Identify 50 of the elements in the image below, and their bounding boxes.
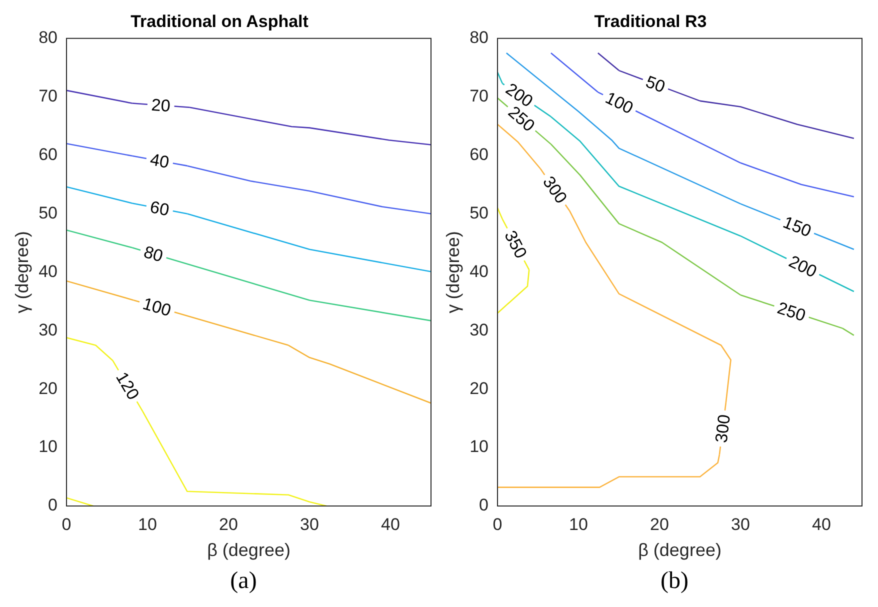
x-axis-title: β (degree) — [638, 540, 722, 560]
text: 50 — [643, 72, 668, 97]
series-label: 20 — [150, 95, 171, 116]
text: 100 — [140, 294, 174, 320]
text: 300 — [712, 413, 734, 444]
text: (b) — [660, 567, 688, 596]
y-tick-label: 20 — [470, 378, 489, 398]
x-tick-label: 10 — [138, 514, 157, 534]
y-tick-label: 20 — [38, 378, 58, 398]
y-tick-label: 80 — [38, 28, 58, 48]
chart-title: Traditional on Asphalt — [130, 12, 309, 31]
y-tick-label: 30 — [470, 320, 489, 340]
x-tick-label: 0 — [62, 514, 72, 534]
text: 40 — [148, 150, 171, 172]
y-tick-label: 60 — [38, 144, 58, 164]
y-tick-label: 60 — [470, 144, 489, 164]
y-tick-label: 70 — [38, 86, 58, 106]
text: 60 — [148, 198, 171, 220]
text: 300 — [538, 172, 571, 207]
y-tick-label: 10 — [38, 437, 58, 456]
y-tick-label: 40 — [470, 262, 489, 281]
y-axis-title: γ (degree) — [442, 231, 463, 314]
y-tick-label: 30 — [38, 320, 58, 340]
y-axis-title: γ (degree) — [12, 231, 32, 314]
text: (a) — [230, 567, 257, 596]
y-tick-label: 50 — [470, 203, 489, 222]
x-axis-title: β (degree) — [207, 540, 290, 560]
x-tick-label: 20 — [219, 514, 238, 534]
text: 250 — [775, 298, 808, 326]
x-tick-label: 0 — [492, 514, 502, 534]
text: 80 — [142, 242, 166, 266]
y-tick-label: 10 — [470, 437, 489, 456]
text: 120 — [112, 368, 143, 404]
x-tick-label: 30 — [300, 514, 319, 534]
x-tick-label: 40 — [381, 514, 400, 534]
y-tick-label: 40 — [38, 262, 58, 281]
text: 350 — [500, 228, 531, 262]
text: 150 — [780, 212, 814, 241]
y-tick-label: 50 — [38, 203, 58, 222]
x-tick-label: 40 — [812, 514, 831, 534]
x-tick-label: 20 — [650, 514, 669, 534]
text: 200 — [786, 252, 820, 282]
y-tick-label: 0 — [479, 496, 489, 515]
y-tick-label: 0 — [48, 496, 58, 515]
y-tick-label: 70 — [470, 86, 489, 106]
x-tick-label: 10 — [569, 514, 588, 534]
chart-title: Traditional R3 — [594, 12, 707, 31]
text: 100 — [602, 88, 636, 118]
y-tick-label: 80 — [470, 28, 489, 48]
x-tick-label: 30 — [731, 514, 750, 534]
